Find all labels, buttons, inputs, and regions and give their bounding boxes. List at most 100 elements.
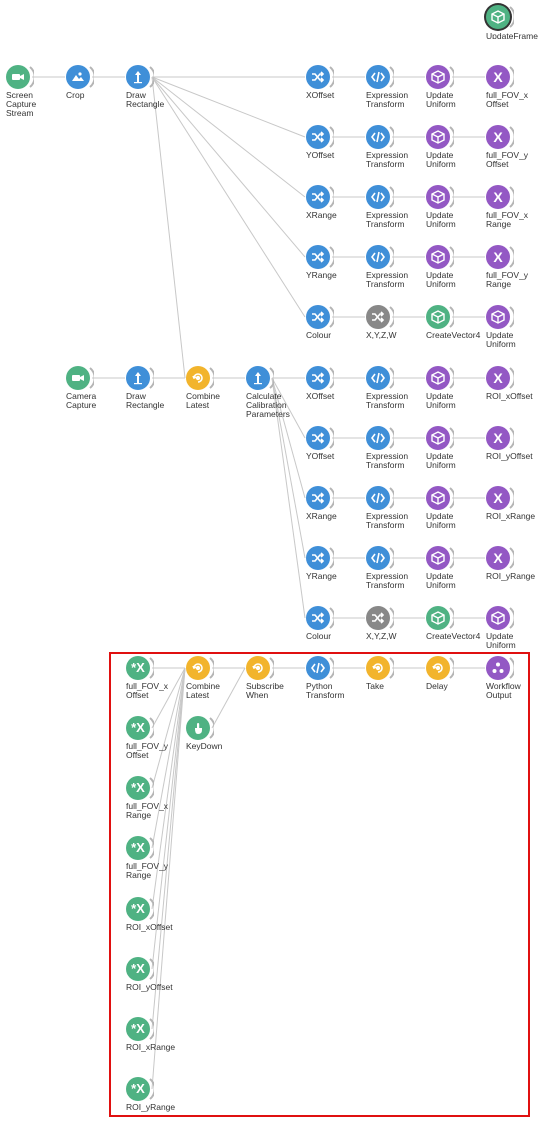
combine-icon[interactable] <box>186 366 210 390</box>
workflow-node[interactable]: X,Y,Z,W <box>366 606 397 641</box>
workflow-node[interactable]: Expression Transform <box>366 366 408 410</box>
shuffle-icon[interactable] <box>306 606 330 630</box>
combine-icon[interactable] <box>366 656 390 680</box>
code-icon[interactable] <box>366 546 390 570</box>
shuffle-icon[interactable] <box>306 65 330 89</box>
hand-icon[interactable] <box>186 716 210 740</box>
workflow-node[interactable]: Expression Transform <box>366 546 408 590</box>
workflow-node[interactable]: Draw Rectangle <box>126 366 164 410</box>
image-icon[interactable] <box>66 65 90 89</box>
code-icon[interactable] <box>366 426 390 450</box>
x-icon[interactable]: X <box>486 245 510 269</box>
workflow-node[interactable]: Expression Transform <box>366 426 408 470</box>
workflow-node[interactable]: Update Uniform <box>486 305 516 349</box>
workflow-node[interactable]: Colour <box>306 305 334 340</box>
code-icon[interactable] <box>366 245 390 269</box>
cube-icon[interactable] <box>426 305 450 329</box>
star-x-icon[interactable]: *X <box>126 897 150 921</box>
workflow-node[interactable]: Update Uniform <box>426 366 456 410</box>
shuffle-icon[interactable] <box>306 366 330 390</box>
workflow-node[interactable]: YRange <box>306 245 337 280</box>
workflow-node[interactable]: Expression Transform <box>366 125 408 169</box>
workflow-node[interactable]: Colour <box>306 606 334 641</box>
workflow-node[interactable]: *X full_FOV_x Offset <box>126 656 168 700</box>
shuffle-icon[interactable] <box>366 606 390 630</box>
star-x-icon[interactable]: *X <box>126 1077 150 1101</box>
workflow-node[interactable]: XOffset <box>306 366 334 401</box>
workflow-node[interactable]: Expression Transform <box>366 65 408 109</box>
code-icon[interactable] <box>306 656 330 680</box>
cube-icon[interactable] <box>486 305 510 329</box>
workflow-node[interactable]: KeyDown <box>186 716 222 751</box>
workflow-node[interactable]: *X ROI_yOffset <box>126 957 173 992</box>
cube-icon[interactable] <box>426 426 450 450</box>
workflow-node[interactable]: Screen Capture Stream <box>6 65 36 118</box>
x-icon[interactable]: X <box>486 546 510 570</box>
workflow-node[interactable]: *X ROI_xOffset <box>126 897 173 932</box>
x-icon[interactable]: X <box>486 366 510 390</box>
workflow-node[interactable]: *X full_FOV_x Range <box>126 776 168 820</box>
workflow-node[interactable]: *X full_FOV_y Range <box>126 836 168 880</box>
cube-icon[interactable] <box>426 366 450 390</box>
workflow-node[interactable]: XRange <box>306 185 337 220</box>
workflow-node[interactable]: Update Uniform <box>426 65 456 109</box>
workflow-node[interactable]: Expression Transform <box>366 245 408 289</box>
workflow-node[interactable]: *X ROI_xRange <box>126 1017 175 1052</box>
workflow-node[interactable]: Delay <box>426 656 454 691</box>
workflow-node[interactable]: Python Transform <box>306 656 344 700</box>
cube-icon[interactable] <box>426 606 450 630</box>
cube-icon[interactable] <box>426 546 450 570</box>
workflow-node[interactable]: YOffset <box>306 125 334 160</box>
x-icon[interactable]: X <box>486 65 510 89</box>
workflow-node[interactable]: CreateVector4 <box>426 305 480 340</box>
star-x-icon[interactable]: *X <box>126 656 150 680</box>
cube-icon[interactable] <box>426 125 450 149</box>
workflow-node[interactable]: X ROI_yOffset <box>486 426 533 461</box>
workflow-node[interactable]: Update Uniform <box>426 125 456 169</box>
workflow-node[interactable]: *X full_FOV_y Offset <box>126 716 168 760</box>
workflow-node[interactable]: YRange <box>306 546 337 581</box>
x-icon[interactable]: X <box>486 486 510 510</box>
x-icon[interactable]: X <box>486 185 510 209</box>
cube-icon[interactable] <box>486 606 510 630</box>
shuffle-icon[interactable] <box>306 305 330 329</box>
workflow-node[interactable]: Draw Rectangle <box>126 65 164 109</box>
workflow-node[interactable]: Expression Transform <box>366 486 408 530</box>
star-x-icon[interactable]: *X <box>126 716 150 740</box>
cube-icon[interactable] <box>486 5 510 29</box>
code-icon[interactable] <box>366 125 390 149</box>
output-icon[interactable] <box>486 656 510 680</box>
workflow-node[interactable] <box>486 5 514 29</box>
shuffle-icon[interactable] <box>306 486 330 510</box>
workflow-node[interactable]: Update Uniform <box>486 606 516 650</box>
code-icon[interactable] <box>366 185 390 209</box>
x-icon[interactable]: X <box>486 125 510 149</box>
workflow-node[interactable]: Take <box>366 656 394 691</box>
cube-icon[interactable] <box>426 185 450 209</box>
shuffle-icon[interactable] <box>306 185 330 209</box>
workflow-node[interactable]: *X ROI_yRange <box>126 1077 175 1112</box>
workflow-node[interactable]: X ROI_xOffset <box>486 366 533 401</box>
code-icon[interactable] <box>366 65 390 89</box>
workflow-node[interactable]: XRange <box>306 486 337 521</box>
workflow-node[interactable]: CreateVector4 <box>426 606 480 641</box>
x-icon[interactable]: X <box>486 426 510 450</box>
combine-icon[interactable] <box>186 656 210 680</box>
star-x-icon[interactable]: *X <box>126 1017 150 1041</box>
workflow-node[interactable]: XOffset <box>306 65 334 100</box>
workflow-node[interactable]: Combine Latest <box>186 366 220 410</box>
workflow-node[interactable]: Update Uniform <box>426 426 456 470</box>
shuffle-icon[interactable] <box>306 245 330 269</box>
workflow-node[interactable]: X ROI_xRange <box>486 486 535 521</box>
camera-icon[interactable] <box>6 65 30 89</box>
draw-icon[interactable] <box>126 366 150 390</box>
combine-icon[interactable] <box>426 656 450 680</box>
workflow-node[interactable]: Calculate Calibration Parameters <box>246 366 290 419</box>
workflow-node[interactable]: Combine Latest <box>186 656 220 700</box>
workflow-node[interactable]: X ROI_yRange <box>486 546 535 581</box>
